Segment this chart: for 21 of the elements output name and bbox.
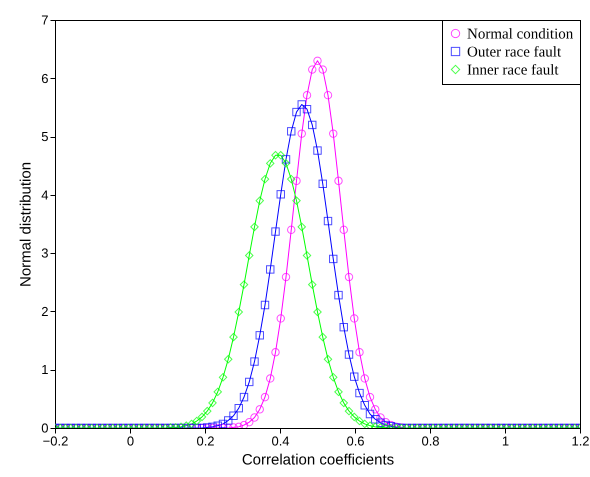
legend-label: Normal condition: [467, 26, 574, 42]
x-tick-label: 0.4: [271, 434, 290, 448]
y-tick-label: 7: [41, 12, 48, 28]
x-tick-label: 0.8: [421, 434, 440, 448]
legend-label: Outer race fault: [467, 44, 562, 60]
y-tick-label: 2: [41, 304, 48, 319]
y-tick-label: 3: [41, 246, 48, 261]
y-tick-label: 5: [41, 129, 48, 144]
y-tick-label: 0: [41, 420, 48, 436]
y-tick-label: 6: [41, 70, 48, 86]
legend-label: Inner race fault: [467, 62, 560, 78]
y-axis-title: Normal distribution: [17, 162, 34, 288]
x-tick-label: 1: [502, 434, 510, 448]
y-tick-label: 4: [41, 187, 48, 202]
x-tick-label: −0.2: [42, 434, 68, 448]
x-tick-label: 0.6: [346, 434, 365, 448]
x-axis-title: Correlation coefficients: [242, 452, 394, 468]
x-tick-label: 0.2: [196, 434, 215, 448]
x-tick-label: 1.2: [571, 434, 590, 448]
y-tick-label: 1: [41, 362, 48, 378]
x-tick-label: 0: [126, 434, 134, 448]
